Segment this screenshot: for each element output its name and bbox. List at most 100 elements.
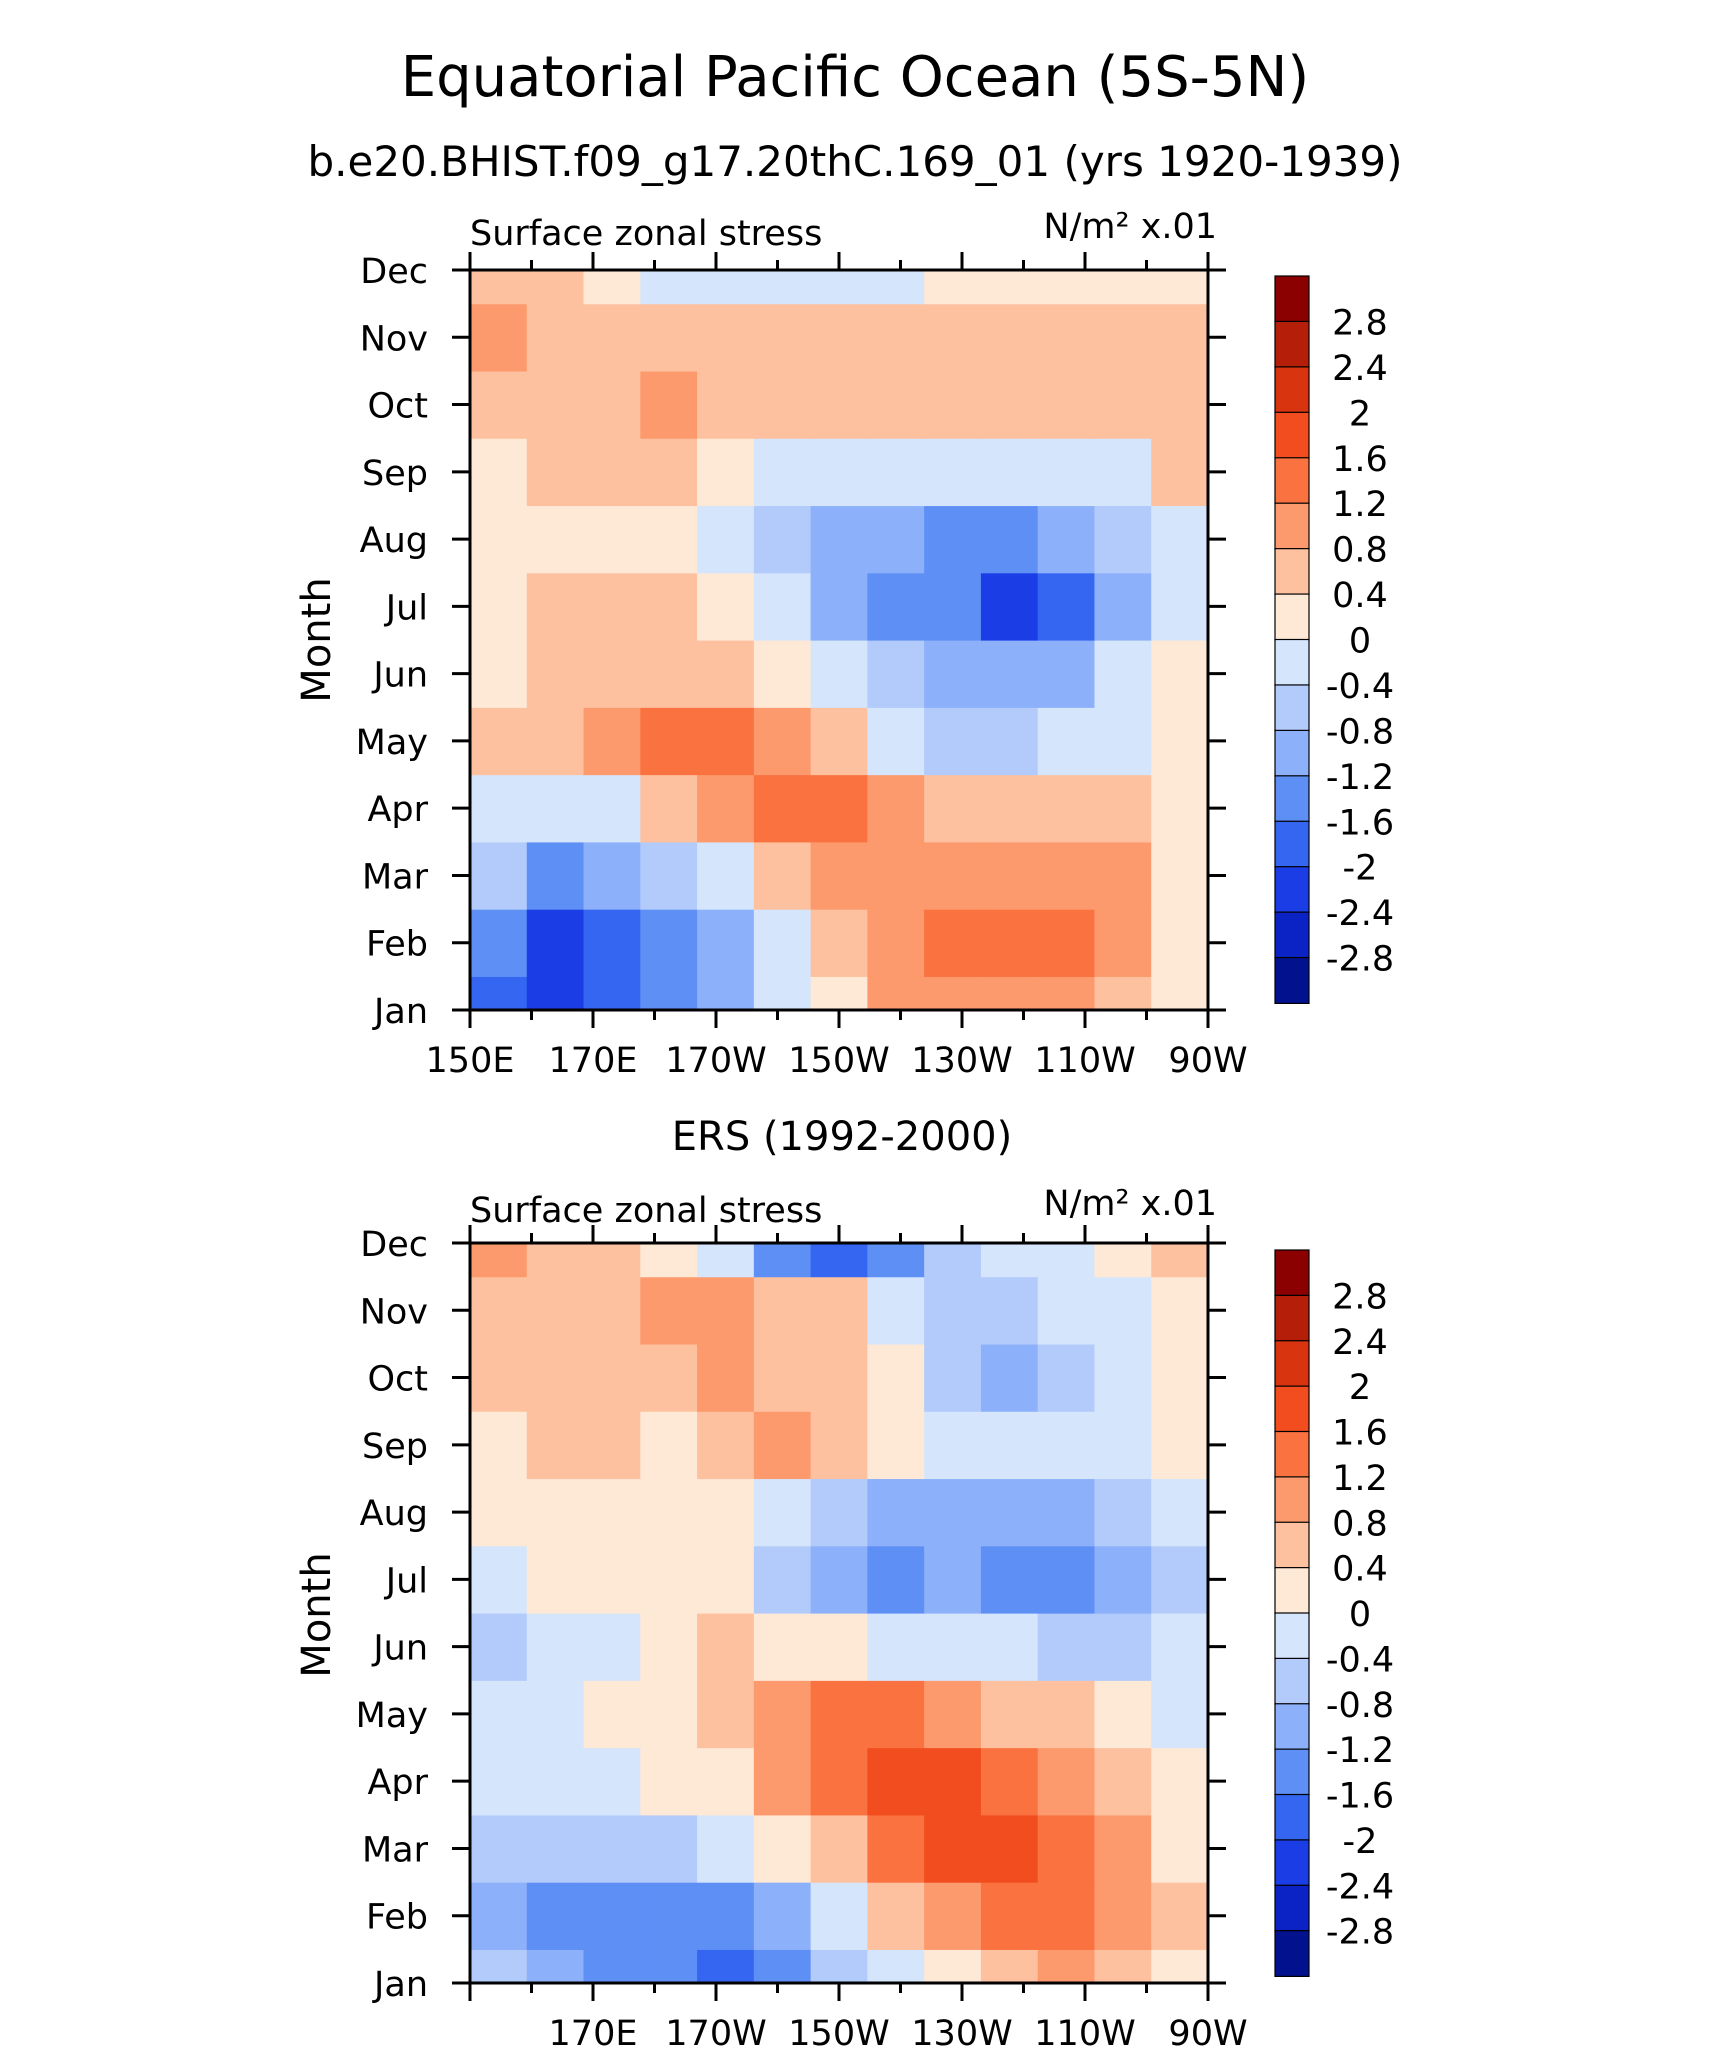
heatmap-cell [1151,1680,1209,1749]
heatmap-cell [526,370,585,439]
colorbar-label: -2.8 [1326,1913,1394,1953]
heatmap-cell [697,1882,755,1950]
colorbar-label: 1.6 [1332,440,1388,480]
colorbar-label: -1.6 [1326,803,1394,843]
heatmap-cell [980,1814,1039,1883]
heatmap-cell [867,976,925,1011]
heatmap-cell [640,1882,698,1950]
heatmap-cell [980,1343,1039,1412]
colorbar-swatch [1274,1294,1310,1342]
x-tick-label: 170E [549,1041,638,1081]
heatmap-cell [640,1680,698,1749]
y-tick-label: Aug [360,1494,428,1534]
heatmap-cell [867,303,925,372]
heatmap-cell [526,303,585,372]
heatmap-cell [1151,1747,1209,1816]
heatmap-cell [1151,1545,1209,1614]
colorbar-label: 0.4 [1332,576,1388,616]
heatmap-cell [867,1882,925,1950]
y-tick-label: May [356,1696,428,1736]
heatmap-cell [867,1747,925,1816]
colorbar-label: -2.8 [1326,940,1394,980]
heatmap-cell [924,1411,982,1480]
heatmap-cell [867,505,925,574]
heatmap-cell [753,1680,812,1749]
heatmap-cell [810,1243,868,1278]
heatmap-cell [1037,1243,1096,1278]
colorbar-label: 0 [1349,622,1371,662]
y-tick-label: Apr [367,1763,428,1803]
heatmap-cell [697,1343,755,1412]
heatmap-cell [583,1478,641,1547]
heatmap-cell [924,438,982,507]
colorbar-label: -0.4 [1326,1640,1394,1680]
heatmap-cell [640,438,698,507]
heatmap-cell [1094,841,1152,910]
heatmap-cell [810,707,868,776]
heatmap-cell [1151,572,1209,641]
heatmap-cell [470,1747,528,1816]
heatmap-cell [697,1276,755,1345]
heatmap-cell [697,1680,755,1749]
heatmap-cell [810,841,868,910]
heatmap-cell [867,1343,925,1412]
colorbar-label: -0.8 [1326,712,1394,752]
heatmap-cell [470,438,528,507]
colorbar-label: -2 [1343,1822,1378,1862]
y-tick-label: Jun [371,656,428,696]
heatmap-cell [980,640,1039,708]
colorbar-label: -1.2 [1326,1731,1394,1771]
heatmap-cell [1037,1949,1096,1984]
heatmap-cell [640,1949,698,1984]
heatmap-cell [980,707,1039,776]
heatmap-cell [640,841,698,910]
figure-subtitle: b.e20.BHIST.f09_g17.20thC.169_01 (yrs 19… [307,137,1402,186]
heatmap-cell [753,1949,812,1984]
colorbar-label: 0.4 [1332,1550,1388,1590]
heatmap-cell [867,841,925,910]
panel-top-colorbar: 2.8 2.4 2 1.6 1.2 0.8 0.4 0 -0.4 -0.8 -1.2 -1.6 -2 -2… [1274,275,1394,1004]
heatmap-cell [980,505,1039,574]
y-tick-label: Jan [372,992,428,1032]
colorbar-label: -1.2 [1326,758,1394,798]
heatmap-cell [1094,1613,1152,1681]
heatmap-cell [640,1613,698,1681]
colorbar-label: -2 [1343,849,1378,889]
heatmap-cell [924,1343,982,1412]
panel-top-heatmap [470,270,1209,1011]
heatmap-cell [810,505,868,574]
heatmap-cell [810,572,868,641]
heatmap-cell [924,976,982,1011]
x-tick-label: 130W [911,1041,1012,1081]
x-tick-label: 150W [788,1041,889,1081]
colorbar-swatch [1274,1657,1310,1705]
heatmap-cell [753,1814,812,1883]
heatmap-cell [583,1680,641,1749]
heatmap-cell [924,774,982,843]
heatmap-cell [980,841,1039,910]
heatmap-cell [1094,1478,1152,1547]
y-tick-label: Dec [360,252,428,292]
heatmap-cell [980,1411,1039,1480]
heatmap-cell [1094,1680,1152,1749]
x-tick-label: 110W [1034,1041,1135,1081]
heatmap-cell [810,1343,868,1412]
heatmap-cell [697,438,755,507]
heatmap-cell [924,1949,982,1984]
y-tick-label: May [356,723,428,763]
heatmap-cell [526,1411,585,1480]
heatmap-cell [867,1613,925,1681]
heatmap-cell [1151,909,1209,977]
heatmap-cell [697,1243,755,1278]
heatmap-cell [526,1243,585,1278]
heatmap-cell [810,303,868,372]
x-tick-label: 90W [1168,2014,1247,2054]
heatmap-cell [1037,370,1096,439]
heatmap-cell [924,707,982,776]
heatmap-cell [470,270,528,305]
colorbar-swatch [1274,1612,1310,1660]
heatmap-cell [470,976,528,1011]
heatmap-cell [470,1882,528,1950]
heatmap-cell [583,1243,641,1278]
panel-bottom: ERS (1992-2000) Surface zonal stress N/m… [294,1114,1394,2054]
